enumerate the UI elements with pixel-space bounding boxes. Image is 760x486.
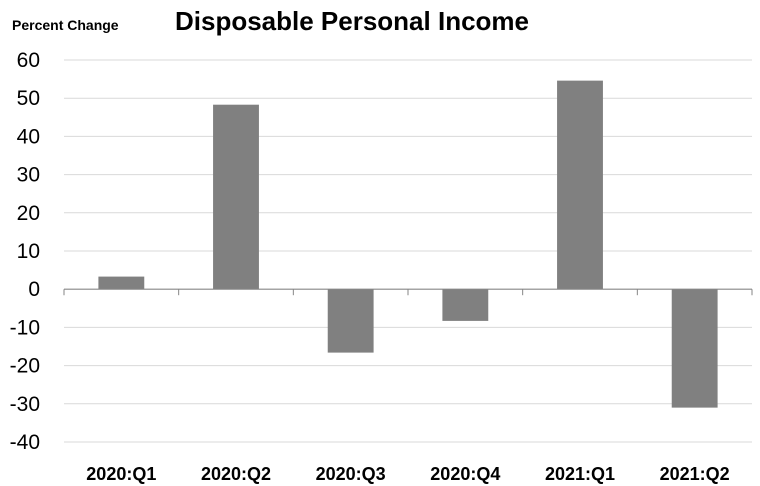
y-axis-label: Percent Change [12, 17, 119, 33]
x-axis [63, 288, 753, 296]
y-tick-label: -40 [10, 431, 40, 454]
y-tick-label: 20 [17, 202, 40, 225]
bar [557, 80, 603, 290]
bar [442, 289, 489, 321]
bars [98, 80, 718, 408]
y-tick-labels: 60 50 40 30 20 10 0 -10 -20 -30 -40 [10, 49, 40, 454]
y-tick-label: 50 [17, 87, 40, 110]
y-tick-label: -30 [10, 393, 40, 416]
gridlines [64, 59, 752, 443]
y-tick-label: 30 [17, 164, 40, 187]
y-tick-label: -10 [10, 316, 40, 339]
y-tick-label: 40 [17, 125, 40, 148]
bar [671, 289, 718, 408]
y-tick-label: 10 [17, 240, 40, 263]
x-tick-label: 2020:Q3 [316, 464, 386, 484]
bar [98, 276, 145, 290]
y-tick-label: -20 [10, 355, 40, 378]
y-tick-label: 60 [17, 49, 40, 72]
x-tick-label: 2021:Q2 [660, 464, 730, 484]
y-tick-label: 0 [28, 278, 40, 301]
chart-title: Disposable Personal Income [175, 6, 529, 36]
x-tick-label: 2020:Q2 [201, 464, 271, 484]
x-tick-label: 2021:Q1 [545, 464, 615, 484]
x-tick-label: 2020:Q4 [430, 464, 500, 484]
x-tick-labels: 2020:Q1 2020:Q2 2020:Q3 2020:Q4 2021:Q1 2021:… [86, 464, 729, 484]
bar [213, 104, 259, 290]
x-tick-label: 2020:Q1 [86, 464, 156, 484]
bar [327, 289, 374, 353]
